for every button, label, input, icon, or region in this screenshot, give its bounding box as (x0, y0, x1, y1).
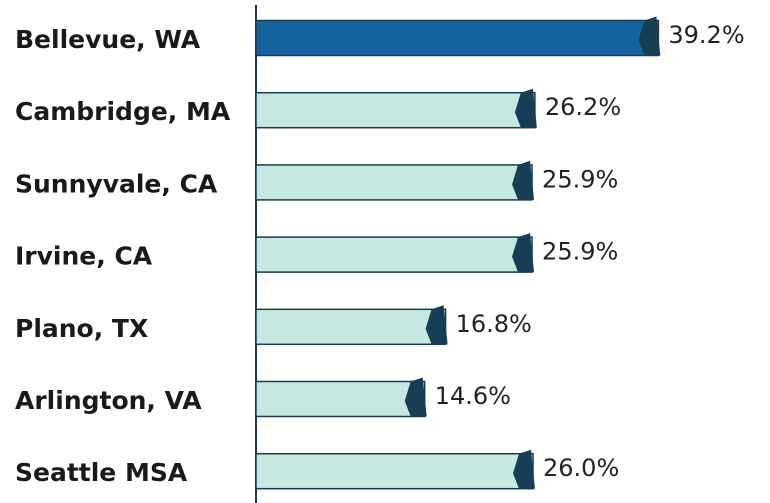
bar-cap (425, 305, 448, 345)
bar-cap (404, 377, 427, 417)
category-label: Plano, TX (15, 314, 148, 343)
bar (255, 380, 426, 418)
bar (255, 19, 660, 57)
bar-cap (512, 160, 535, 200)
value-label: 26.2% (545, 93, 621, 121)
bar-cap (512, 233, 535, 273)
category-label: Seattle MSA (15, 458, 188, 487)
category-label: Sunnyvale, CA (15, 169, 218, 198)
bar-cap (513, 449, 535, 489)
category-label: Arlington, VA (15, 386, 202, 415)
bar (255, 236, 533, 273)
category-label: Cambridge, MA (15, 97, 231, 126)
bar-cap (638, 16, 661, 56)
value-label: 25.9% (542, 165, 618, 193)
value-label: 25.9% (542, 238, 618, 266)
bar (255, 308, 447, 346)
bar-cap (514, 88, 537, 128)
bar (255, 164, 533, 201)
value-label: 16.8% (456, 310, 532, 338)
category-label: Bellevue, WA (15, 25, 201, 54)
value-label: 26.0% (543, 454, 619, 482)
bar (255, 91, 536, 129)
value-label: 39.2% (668, 21, 744, 49)
bar (255, 452, 534, 490)
category-label: Irvine, CA (15, 242, 153, 271)
value-label: 14.6% (435, 382, 511, 410)
